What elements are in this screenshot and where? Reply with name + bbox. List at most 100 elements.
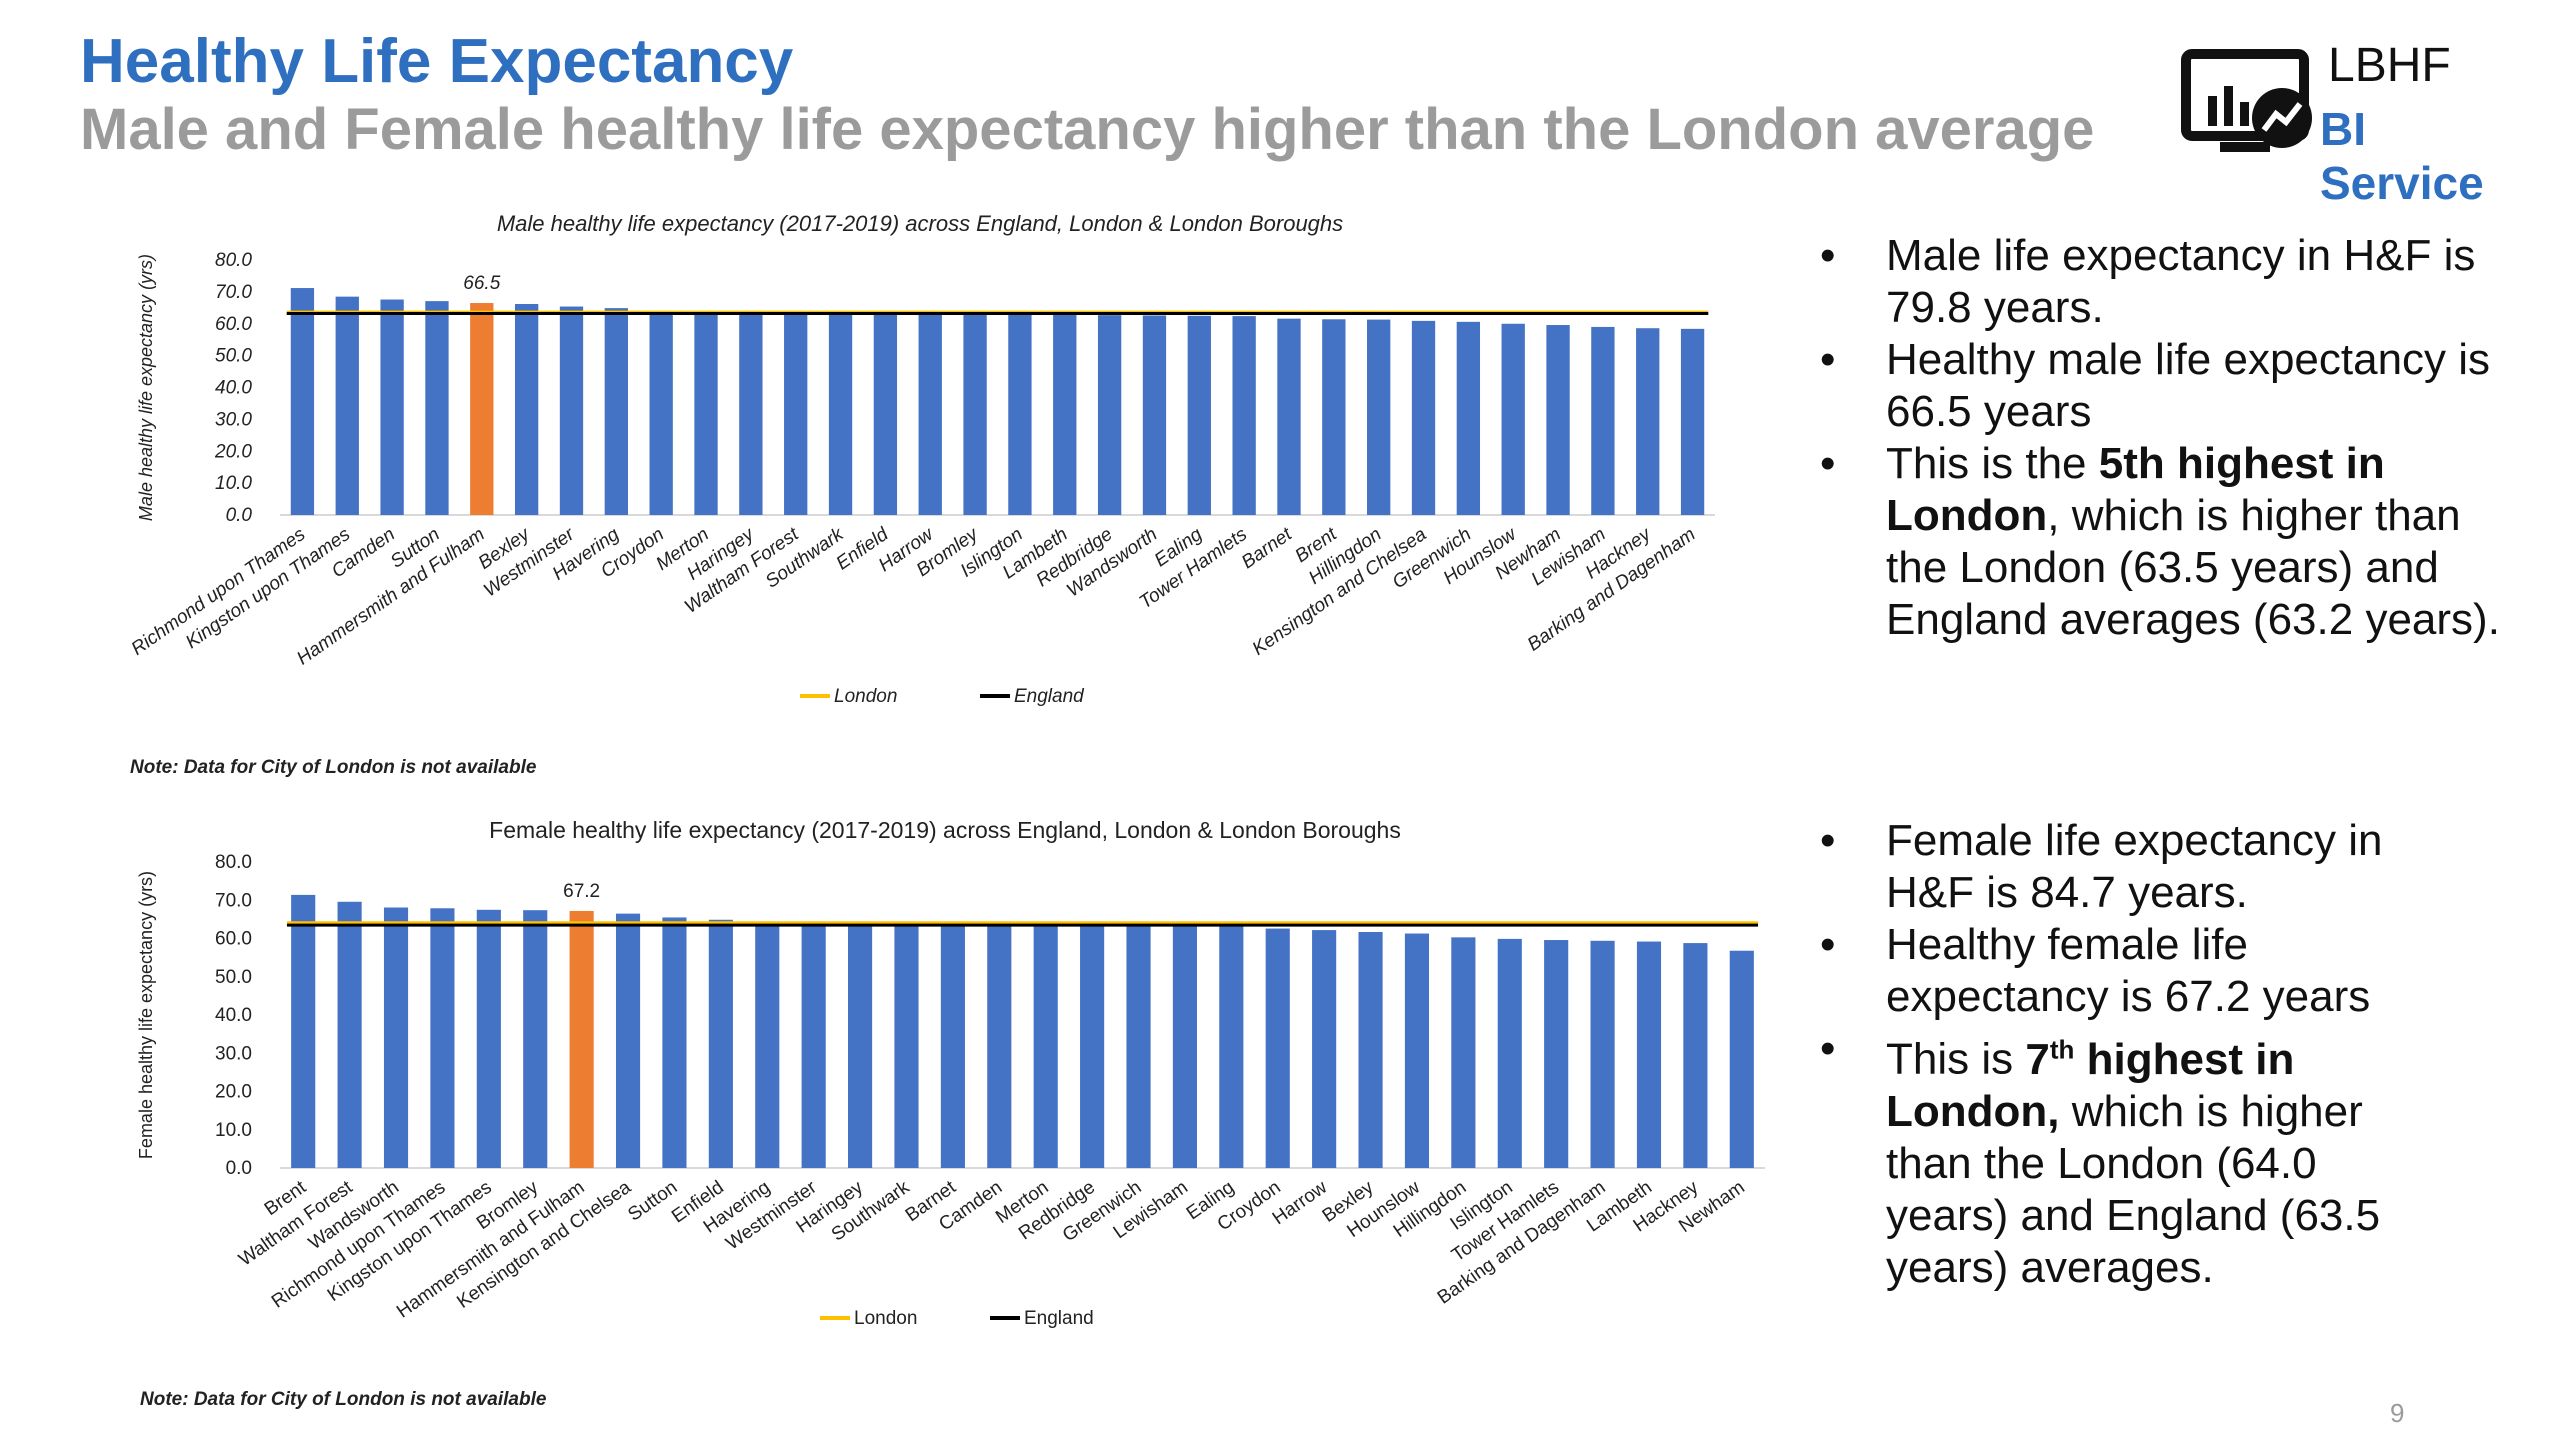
y-tick-label: 40.0 [215, 1005, 252, 1026]
bar [523, 910, 548, 1168]
bar [1729, 950, 1754, 1168]
bar [430, 908, 455, 1168]
page-subtitle: Male and Female healthy life expectancy … [80, 97, 2095, 162]
male-bullet-life-expectancy: Male life expectancy in H&F is 79.8 year… [1820, 230, 2520, 334]
bar [1367, 319, 1391, 515]
bar [514, 303, 539, 515]
y-tick-label: 20.0 [214, 441, 252, 462]
female-bullet-life-expectancy: Female life expectancy in H&F is 84.7 ye… [1820, 815, 2440, 919]
bar [1636, 328, 1660, 515]
bar [963, 313, 987, 515]
bar [987, 925, 1012, 1168]
bar [755, 923, 780, 1168]
bar [649, 311, 673, 515]
bar [1008, 314, 1032, 515]
data-label: 67.2 [563, 881, 600, 902]
female-hle-chart: Female healthy life expectancy (2017-201… [136, 817, 1765, 1410]
bar [425, 301, 449, 515]
bar [1053, 314, 1077, 515]
bar [1456, 321, 1481, 515]
bar [739, 312, 763, 515]
x-tick-label: Richmond upon Thames [128, 524, 310, 660]
female-rank-pre: This is [1886, 1034, 2026, 1084]
bar [383, 907, 409, 1168]
y-tick-label: 10.0 [215, 1120, 252, 1141]
chart-title: Female healthy life expectancy (2017-201… [489, 817, 1401, 843]
bar [694, 312, 718, 515]
bar [1546, 325, 1570, 515]
page-title: Healthy Life Expectancy [80, 27, 794, 96]
female-rank-bold: highest in London, [1886, 1034, 2295, 1136]
y-tick-label: 50.0 [215, 967, 252, 988]
lbhf-logo: LBHF BI Service [2180, 36, 2540, 209]
bar [1451, 937, 1476, 1168]
bar [290, 288, 315, 515]
y-tick-label: 20.0 [215, 1082, 252, 1103]
bar [662, 917, 687, 1168]
chart-title: Male healthy life expectancy (2017-2019)… [497, 211, 1343, 236]
y-tick-label: 70.0 [215, 282, 252, 303]
y-tick-label: 50.0 [215, 346, 252, 367]
bar [337, 901, 362, 1168]
bar [380, 299, 404, 515]
male-summary: Male life expectancy in H&F is 79.8 year… [1820, 230, 2520, 646]
bar [1033, 925, 1058, 1168]
bar [801, 923, 826, 1168]
x-tick-label: Harrow [1269, 1177, 1331, 1229]
female-bullet-rank: This is 7th highest in London, which is … [1820, 1023, 2440, 1294]
y-tick-label: 80.0 [215, 250, 252, 271]
bar [940, 924, 965, 1168]
bar [848, 923, 873, 1168]
y-tick-label: 30.0 [215, 409, 252, 430]
male-bullet-rank: This is the 5th highest in London, which… [1820, 438, 2520, 646]
bar [828, 313, 853, 515]
male-rank-post: , which is higher than the London (63.5 … [1886, 491, 2500, 644]
monitor-chart-icon [2181, 49, 2312, 152]
y-tick-label: 0.0 [226, 1158, 252, 1179]
male-rank-pre: This is the [1886, 439, 2099, 488]
chart-note: Note: Data for City of London is not ava… [130, 757, 537, 778]
bar [1544, 940, 1569, 1168]
page-number: 9 [2390, 1398, 2405, 1428]
y-tick-label: 40.0 [215, 378, 252, 399]
legend-label: England [1024, 1308, 1094, 1329]
y-tick-label: 10.0 [215, 473, 252, 494]
bar [1097, 315, 1122, 515]
bar [1265, 928, 1290, 1168]
chart-note: Note: Data for City of London is not ava… [140, 1389, 547, 1410]
male-hle-chart: Male healthy life expectancy (2017-2019)… [128, 211, 1715, 778]
bar [873, 313, 898, 515]
bar [1312, 930, 1337, 1168]
bar-highlight [569, 910, 594, 1168]
bar [1126, 925, 1151, 1168]
bar [1590, 940, 1615, 1168]
legend-label: London [854, 1308, 917, 1329]
bar [1680, 328, 1705, 515]
legend-label: England [1014, 686, 1085, 707]
legend-label: London [834, 686, 897, 707]
x-tick-label: Barnet [1238, 523, 1296, 573]
y-axis-label: Female healthy life expectancy (yrs) [136, 871, 156, 1159]
bar-highlight [470, 303, 494, 515]
y-tick-label: 60.0 [215, 929, 252, 950]
bar [1683, 943, 1708, 1168]
y-tick-label: 80.0 [215, 852, 252, 873]
bar [1232, 316, 1256, 515]
bar [894, 924, 919, 1168]
bar [1591, 326, 1615, 515]
male-rank-bold: 5th highest in London [1886, 439, 2385, 540]
bar [1501, 323, 1525, 515]
bar [1404, 933, 1430, 1168]
male-bullet-healthy: Healthy male life expectancy is 66.5 yea… [1820, 334, 2520, 438]
y-tick-label: 70.0 [215, 890, 252, 911]
bar [1358, 931, 1383, 1168]
y-tick-label: 0.0 [226, 505, 253, 526]
bar [1187, 315, 1211, 515]
female-summary: Female life expectancy in H&F is 84.7 ye… [1820, 815, 2440, 1294]
bar [1080, 925, 1105, 1168]
bar [1172, 925, 1197, 1168]
bar [1219, 926, 1244, 1168]
female-rank-number: 7th highest in London, [1886, 1034, 2295, 1136]
data-label: 66.5 [463, 273, 500, 294]
female-rank-suffix: th [2049, 1034, 2075, 1064]
